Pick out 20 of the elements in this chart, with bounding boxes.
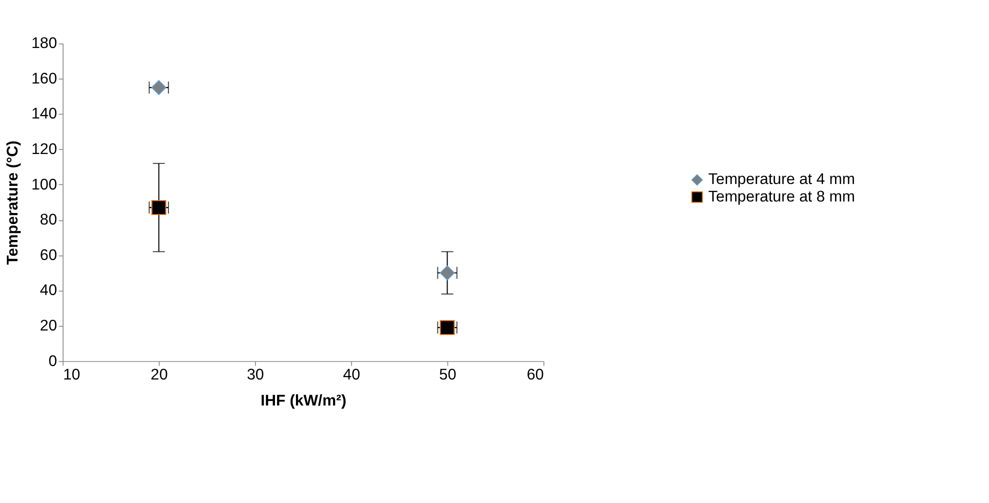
y-tick-label: 100 [31, 176, 58, 194]
legend-label: Temperature at 8 mm [708, 188, 855, 206]
x-tick-label: 20 [150, 366, 168, 384]
x-tick-label: 50 [439, 366, 456, 384]
y-tick-label: 120 [31, 141, 58, 158]
x-tick-label: 60 [526, 366, 544, 384]
y-tick-label: 40 [40, 282, 58, 300]
y-axis-title: Temperature (°C) [4, 140, 22, 265]
y-tick-label: 180 [31, 35, 58, 52]
x-tick-label: 30 [246, 366, 264, 384]
x-tick-label: 40 [342, 366, 360, 384]
y-tick-label: 0 [48, 352, 58, 370]
x-tick-label: 10 [63, 366, 80, 384]
legend-label: Temperature at 4 mm [708, 171, 855, 188]
x-axis-title: IHF (kW/m²) [260, 392, 346, 410]
y-tick-label: 60 [40, 246, 58, 264]
y-tick-label: 20 [40, 318, 58, 335]
y-tick-label: 80 [40, 212, 58, 229]
y-tick-label: 140 [31, 106, 58, 123]
y-tick-label: 160 [31, 70, 58, 88]
